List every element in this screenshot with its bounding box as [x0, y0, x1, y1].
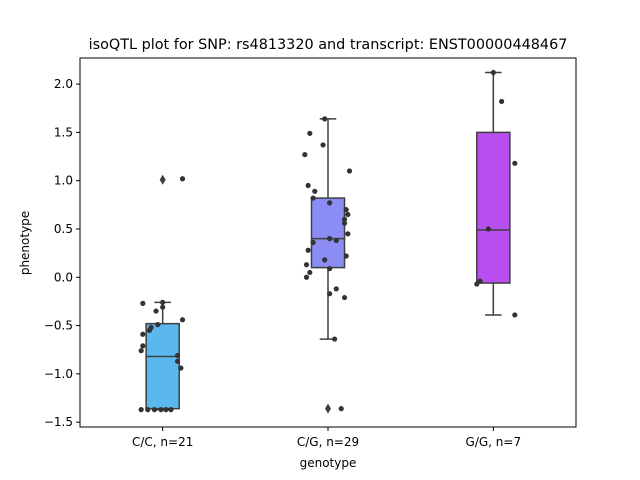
data-point	[145, 407, 151, 413]
data-point	[341, 216, 348, 222]
x-tick-label: G/G, n=7	[466, 435, 522, 449]
data-point	[338, 406, 344, 412]
data-point	[158, 407, 164, 413]
y-axis-label: phenotype	[18, 211, 32, 275]
x-axis-label: genotype	[300, 456, 357, 470]
iqr-box	[310, 197, 346, 269]
data-point	[312, 188, 318, 194]
data-point	[333, 286, 339, 292]
y-tick-label: 1.5	[54, 125, 73, 139]
x-axis: C/C, n=21 C/G, n=29 G/G, n=7	[132, 427, 521, 449]
data-point	[333, 237, 339, 244]
points-group-0	[138, 176, 186, 413]
data-point	[140, 331, 146, 337]
data-point	[153, 308, 159, 314]
points-group-2	[474, 69, 518, 318]
chart-title: isoQTL plot for SNP: rs4813320 and trans…	[89, 37, 568, 53]
data-point	[322, 257, 328, 263]
data-point	[490, 69, 496, 76]
y-tick-label: −0.5	[44, 319, 73, 333]
data-point	[305, 182, 311, 189]
box-2	[476, 71, 511, 316]
boxes-layer	[145, 71, 511, 414]
data-point	[140, 300, 146, 306]
data-point	[160, 304, 166, 310]
y-tick-label: 1.0	[54, 174, 73, 188]
data-point	[474, 281, 480, 287]
data-point	[341, 220, 348, 226]
data-point	[320, 142, 326, 148]
y-tick-label: 2.0	[54, 77, 73, 91]
data-point	[332, 336, 338, 342]
data-point	[174, 358, 181, 364]
data-point	[138, 348, 144, 354]
data-point	[327, 236, 333, 242]
data-point	[343, 253, 349, 259]
points-layer	[138, 69, 518, 413]
iqr-box	[476, 131, 511, 284]
y-tick-label: 0.5	[54, 222, 73, 236]
data-point	[140, 343, 146, 349]
iqr-box	[145, 322, 180, 410]
data-point	[341, 294, 348, 301]
data-point	[138, 407, 144, 413]
data-point	[346, 168, 353, 174]
data-point	[302, 151, 308, 158]
y-tick-label: −1.0	[44, 367, 73, 381]
data-point	[327, 265, 333, 272]
data-point	[345, 211, 351, 218]
x-tick-label: C/G, n=29	[297, 435, 359, 449]
data-point	[322, 116, 328, 122]
data-point	[146, 327, 153, 334]
data-point	[303, 274, 310, 280]
data-point	[310, 239, 316, 246]
data-point	[179, 176, 186, 182]
data-point	[307, 130, 313, 136]
data-point	[179, 317, 186, 323]
data-point	[155, 322, 161, 328]
points-group-1	[302, 116, 353, 412]
data-point	[307, 269, 313, 276]
data-point	[163, 407, 169, 413]
data-point	[305, 247, 311, 253]
data-point	[343, 207, 349, 213]
data-point	[310, 195, 316, 201]
y-tick-label: −1.5	[44, 415, 73, 429]
data-point	[345, 231, 351, 237]
data-point	[151, 407, 157, 413]
data-point	[178, 365, 184, 371]
data-point	[512, 312, 518, 318]
y-axis: −1.5 −1.0 −0.5 0.0 0.5 1.0 1.5 2.0	[44, 77, 80, 429]
data-point	[160, 299, 166, 305]
outlier-marker	[159, 174, 166, 185]
y-tick-label: 0.0	[54, 270, 73, 284]
data-point	[499, 98, 505, 105]
data-point	[327, 200, 333, 206]
data-point	[485, 226, 491, 232]
data-point	[174, 352, 181, 359]
x-tick-label: C/C, n=21	[132, 435, 193, 449]
box-0	[145, 174, 180, 411]
data-point	[168, 407, 174, 413]
box-1	[310, 118, 346, 414]
data-point	[303, 262, 310, 268]
outlier-marker	[325, 403, 331, 414]
data-point	[512, 160, 518, 166]
data-point	[327, 291, 333, 297]
